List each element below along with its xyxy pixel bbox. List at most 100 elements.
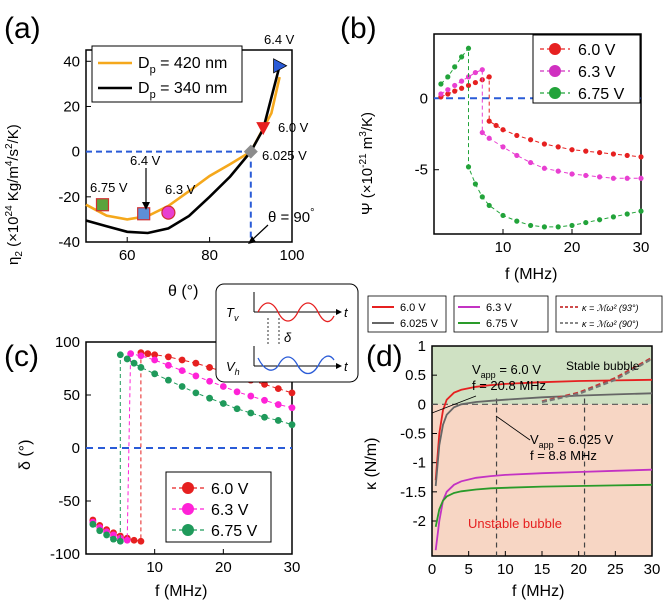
annotation-6.0v-l1: Vapp = 6.0 V — [472, 362, 541, 380]
c-ytick-label: 0 — [72, 440, 80, 457]
theta-90-annotation: θ = 90° — [268, 207, 315, 226]
b-point-6.75V — [624, 211, 630, 217]
c-point-6.3V — [288, 404, 296, 412]
c-point-6.3V — [123, 536, 131, 544]
leg-k93-label: κ = ℳω² (93°) — [582, 303, 639, 313]
panel-c-series — [86, 349, 296, 545]
d-xtick-label: 25 — [607, 561, 624, 578]
panel-c-legend: 6.0 V 6.3 V 6.75 V — [165, 471, 272, 543]
b-point-6.0V — [459, 85, 465, 91]
panel-a-letter: (a) — [4, 12, 41, 45]
c-point-6.3V — [151, 356, 159, 364]
b-point-6.3V — [500, 144, 506, 150]
leg-6.0-label: 6.0 V — [400, 302, 426, 314]
b-point-6.0V — [610, 151, 617, 157]
arrow-theta — [251, 224, 269, 241]
legend-b-6.0-label: 6.0 V — [578, 42, 616, 59]
panel-a-y-ticks: -40 -20 0 20 40 — [58, 53, 91, 251]
stable-bubble-label: Stable bubble — [566, 359, 640, 373]
c-point-6.0V — [206, 364, 214, 371]
b-point-6.75V — [500, 212, 506, 219]
b-point-6.0V — [472, 79, 478, 86]
d-xtick-label: 0 — [428, 561, 436, 578]
b-point-6.0V — [555, 144, 561, 150]
panel-c-y-ticks: -100 -50 0 50 100 — [50, 334, 91, 563]
panel-d-regions — [432, 346, 652, 556]
b-point-6.0V — [638, 154, 644, 160]
d-ytick-label: -1 — [413, 455, 426, 472]
b-point-6.0V — [624, 152, 630, 159]
panel-a-xlabel: θ (°) — [168, 283, 198, 300]
c-point-6.75V — [165, 376, 172, 384]
b-point-6.75V — [569, 222, 575, 229]
a-ytick-label: 40 — [63, 53, 80, 70]
legend-b-6.3-marker — [549, 65, 561, 77]
inset-tv-main: T — [226, 305, 235, 320]
legend-c-6.75-marker — [182, 524, 194, 536]
b-point-6.75V — [438, 81, 444, 87]
c-point-6.3V — [178, 367, 186, 375]
panel-b-ylabel: Ψ (×10-21 m3/K) — [358, 112, 376, 215]
c-point-6.75V — [247, 409, 255, 417]
panel-a-x-ticks: 60 80 100 — [119, 237, 305, 264]
legend-b-6.3-label: 6.3 V — [578, 64, 616, 81]
d-ytick-label: -2 — [413, 513, 426, 530]
phase-inset: Tv Vh δ t t — [215, 283, 359, 383]
a-xtick-label: 100 — [279, 247, 304, 264]
b-point-6.3V — [438, 91, 444, 97]
b-point-6.0V — [514, 132, 520, 139]
b-point-6.0V — [597, 149, 603, 156]
label-6.025v: 6.025 V — [262, 148, 307, 163]
leg-6025-label: 6.025 V — [400, 318, 439, 330]
d-series-1 — [434, 392, 653, 487]
annotation-6025v-l1: Vapp = 6.025 V — [530, 432, 614, 450]
leg-6.3-label: 6.3 V — [486, 302, 512, 314]
d-xtick-label: 10 — [497, 561, 514, 578]
b-point-6.75V — [610, 214, 617, 220]
d-series-0 — [434, 378, 653, 481]
panel-a-markers — [95, 58, 288, 221]
annotation-6025v-l2: f = 8.8 MHz — [530, 448, 597, 463]
b-point-6.3V — [624, 175, 630, 181]
panel-a-ylabel: η2 (×1024 Kg/m4/s2/K) — [4, 124, 25, 265]
legend-c-6.3-marker — [182, 503, 194, 515]
b-point-6.3V — [555, 168, 561, 174]
d-xtick-label: 30 — [644, 561, 661, 578]
c-point-6.75V — [123, 355, 131, 363]
b-point-6.75V — [555, 224, 561, 230]
c-point-6.75V — [233, 405, 241, 413]
legend-c-6.0-label: 6.0 V — [211, 481, 249, 498]
panel-d-x-ticks: 0 5 10 15 20 25 30 — [428, 551, 661, 578]
panel-b-letter: (b) — [340, 12, 377, 45]
a-ytick-label: 20 — [63, 98, 80, 115]
c-point-6.75V — [288, 421, 296, 429]
c-point-6.75V — [116, 537, 124, 545]
panel-c-ylabel: δ (°) — [17, 440, 34, 470]
c-point-6.3V — [274, 401, 282, 408]
b-point-6.3V — [486, 135, 492, 141]
d-series-3 — [434, 483, 653, 527]
d-ytick-label: 0.5 — [405, 367, 426, 384]
b-point-6.3V — [479, 129, 485, 136]
b-point-6.3V — [638, 175, 644, 181]
label-6.75v: 6.75 V — [90, 180, 128, 195]
panel-a-series — [85, 65, 281, 242]
a-xtick-label: 60 — [119, 247, 136, 264]
b-point-6.0V — [528, 137, 534, 143]
a-marker-6.4V — [137, 207, 151, 221]
panel-c: (c) 10 20 30 -100 -50 0 50 100 6.0 V 6.3 V 6.7… — [4, 283, 359, 600]
d-ytick-label: 1 — [418, 338, 426, 355]
d-series-5 — [541, 357, 653, 404]
c-ytick-label: -100 — [50, 546, 80, 563]
b-point-6.3V — [452, 82, 458, 89]
c-ytick-label: -50 — [58, 493, 80, 510]
b-ytick-label: -5 — [415, 162, 428, 179]
c-point-6.3V — [192, 372, 200, 380]
inset-delta: δ — [284, 330, 292, 345]
c-point-6.3V — [127, 350, 135, 358]
d-xtick-label: 20 — [570, 561, 587, 578]
inset-wave-tv — [257, 302, 335, 323]
b-point-6.75V — [583, 219, 589, 226]
b-point-6.75V — [465, 45, 472, 51]
